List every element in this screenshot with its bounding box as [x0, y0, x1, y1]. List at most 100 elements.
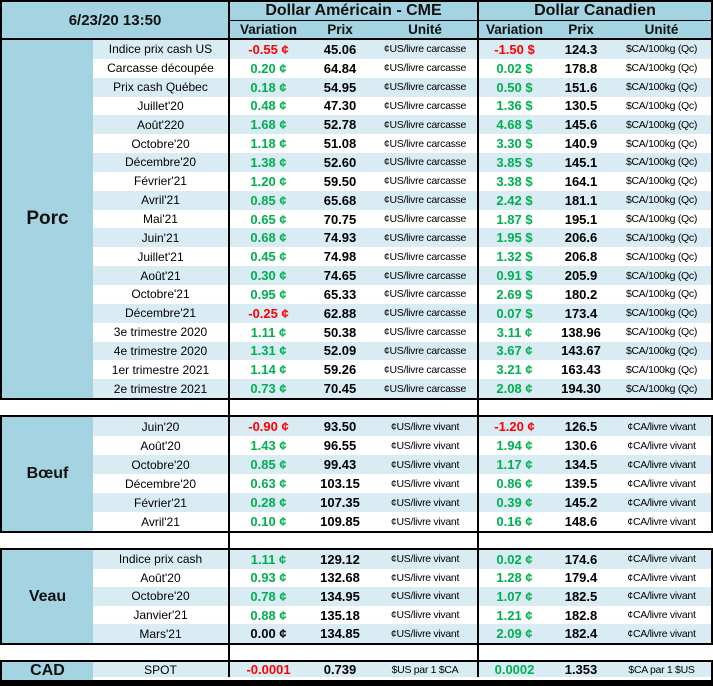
- ca-subheader-row: Variation Prix Unité: [479, 21, 711, 38]
- us-price-cell: 134.85: [320, 626, 360, 642]
- us-price-cell: 65.33: [323, 286, 357, 302]
- row-label: Décembre'20: [125, 476, 196, 491]
- vertical-divider: [228, 493, 230, 512]
- us-unit-cell: ¢US/livre carcasse: [383, 344, 467, 357]
- vertical-divider: [477, 360, 479, 380]
- vertical-divider: [477, 436, 479, 455]
- row-label: SPOT: [144, 662, 177, 677]
- ca-unit-cell: ¢CA/livre vivant: [627, 627, 696, 640]
- vertical-divider: [477, 134, 479, 154]
- us-unit-cell: ¢US/livre vivant: [390, 590, 460, 603]
- row-label: Indice prix cash US: [108, 42, 213, 57]
- ca-header-group: Dollar Canadien Variation Prix Unité: [479, 2, 711, 38]
- table-body: Porc Indice prix cash US -0.55 ¢ 45.06 ¢US/l…: [0, 40, 713, 682]
- ca-price-cell: 182.8: [564, 607, 598, 623]
- us-variation-cell: 0.78 ¢: [250, 588, 287, 604]
- us-variation-cell: 0.95 ¢: [250, 286, 287, 302]
- ca-unit-cell: $CA/100kg (Qc): [625, 43, 698, 56]
- ca-unit-cell: ¢CA/livre vivant: [627, 609, 696, 622]
- ca-variation-cell: 1.87 $: [496, 211, 533, 227]
- vertical-divider: [228, 96, 230, 116]
- ca-unit-cell: ¢CA/livre vivant: [627, 458, 696, 471]
- section-separator: [0, 643, 713, 662]
- ca-price-cell: 138.96: [561, 324, 601, 340]
- ca-price-cell: 195.1: [564, 211, 598, 227]
- table-row: 3e trimestre 2020 1.11 ¢ 50.38 ¢US/livre ca…: [93, 322, 711, 342]
- row-label: Octobre'20: [131, 589, 190, 604]
- ca-unit-cell: ¢CA/livre vivant: [627, 439, 696, 452]
- row-label: Mai'21: [143, 212, 178, 227]
- vertical-divider: [228, 134, 230, 154]
- section-2: Veau Indice prix cash 1.11 ¢ 129.12 ¢US/livr…: [0, 550, 713, 643]
- ca-price-cell: 180.2: [564, 286, 598, 302]
- us-variation-cell: 0.65 ¢: [250, 211, 287, 227]
- ca-variation-cell: 3.11 ¢: [496, 324, 533, 340]
- us-unit-cell: ¢US/livre vivant: [390, 571, 460, 584]
- table-row: SPOT -0.0001 0.739 $US par 1 $CA 0.0002 1.353…: [93, 662, 711, 677]
- vertical-divider: [228, 379, 230, 399]
- vertical-divider: [228, 662, 230, 677]
- ca-price-cell: 126.5: [564, 419, 598, 434]
- table-row: Avril'21 0.85 ¢ 65.68 ¢US/livre carcasse 2.4…: [93, 190, 711, 210]
- vertical-divider: [477, 58, 479, 78]
- ca-unit-cell: $CA/100kg (Qc): [625, 344, 698, 357]
- ca-variation-cell: 3.38 $: [496, 173, 533, 189]
- vertical-divider: [228, 77, 230, 97]
- vertical-divider: [228, 587, 230, 606]
- column-header-unite: Unité: [644, 22, 679, 37]
- us-price-cell: 74.93: [323, 230, 357, 246]
- ca-variation-cell: 1.32 $: [496, 249, 533, 265]
- vertical-divider: [477, 605, 479, 625]
- ca-price-cell: 139.5: [564, 476, 598, 491]
- us-price-cell: 0.739: [323, 662, 357, 677]
- us-variation-cell: 0.18 ¢: [250, 79, 287, 95]
- ca-price-cell: 163.43: [561, 362, 601, 378]
- vertical-divider: [228, 190, 230, 210]
- us-unit-cell: ¢US/livre carcasse: [383, 118, 467, 131]
- section-0: Porc Indice prix cash US -0.55 ¢ 45.06 ¢US/l…: [0, 40, 713, 399]
- row-label: Avril'21: [141, 193, 180, 208]
- ca-price-cell: 151.6: [564, 79, 598, 95]
- ca-variation-cell: 3.85 $: [496, 154, 533, 170]
- ca-variation-cell: 0.16 ¢: [496, 514, 533, 529]
- section-separator: [0, 531, 713, 550]
- vertical-divider: [477, 512, 479, 531]
- us-variation-cell: 0.28 ¢: [250, 495, 287, 510]
- row-label: 1er trimestre 2021: [111, 362, 210, 377]
- category-label: CAD: [2, 662, 93, 680]
- ca-price-cell: 148.6: [564, 514, 598, 529]
- row-label: Août'20: [140, 570, 181, 585]
- row-label: 4e trimestre 2020: [113, 343, 208, 358]
- table-row: 1er trimestre 2021 1.14 ¢ 59.26 ¢US/livre c…: [93, 360, 711, 380]
- vertical-divider: [477, 77, 479, 97]
- us-variation-cell: 0.30 ¢: [250, 268, 287, 284]
- vertical-divider: [228, 266, 230, 285]
- ca-price-cell: 1.353: [564, 662, 598, 677]
- vertical-divider: [228, 400, 230, 415]
- table-row: Mars'21 0.00 ¢ 134.85 ¢US/livre vivant 2.09 …: [93, 624, 711, 643]
- us-header-group: Dollar Américain - CME Variation Prix Un…: [230, 2, 477, 38]
- ca-variation-cell: 0.50 $: [496, 79, 533, 95]
- us-unit-cell: ¢US/livre vivant: [390, 553, 460, 566]
- us-unit-cell: ¢US/livre vivant: [390, 458, 460, 471]
- section-separator: [0, 398, 713, 417]
- row-label: 2e trimestre 2021: [113, 381, 208, 396]
- row-label: Février'21: [134, 174, 187, 189]
- vertical-divider: [477, 96, 479, 116]
- ca-unit-cell: ¢CA/livre vivant: [627, 477, 696, 490]
- table-row: Août'220 1.68 ¢ 52.78 ¢US/livre carcasse 4.6…: [93, 115, 711, 135]
- us-price-cell: 50.38: [323, 324, 357, 340]
- vertical-divider: [228, 474, 230, 493]
- ca-unit-cell: $CA/100kg (Qc): [625, 118, 698, 131]
- vertical-divider: [228, 417, 230, 436]
- vertical-divider: [228, 115, 230, 135]
- table-row: Décembre'20 1.38 ¢ 52.60 ¢US/livre carcasse…: [93, 153, 711, 172]
- us-variation-cell: 0.88 ¢: [250, 607, 287, 623]
- row-label: Juillet'20: [137, 98, 184, 113]
- ca-unit-cell: $CA/100kg (Qc): [625, 137, 698, 150]
- vertical-divider: [228, 512, 230, 531]
- ca-variation-cell: 0.07 $: [496, 305, 533, 321]
- vertical-divider: [228, 58, 230, 78]
- table-row: Février'21 1.20 ¢ 59.50 ¢US/livre carcasse 3…: [93, 171, 711, 191]
- us-subheader-row: Variation Prix Unité: [230, 21, 477, 38]
